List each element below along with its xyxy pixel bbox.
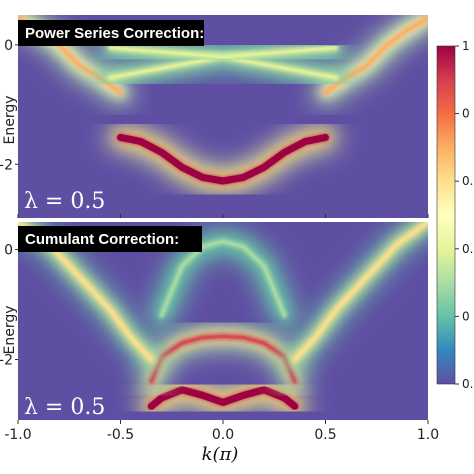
panel-cumulant: 0 -2 Cumulant Correction: λ = 0.5	[0, 222, 428, 420]
y-tick-label: -2	[0, 157, 13, 173]
band-satellite	[149, 334, 297, 383]
colorbar-tick-label: 0	[462, 309, 470, 323]
x-tick-label: 0.0	[212, 427, 234, 443]
y-tick-label: 0	[4, 243, 13, 259]
panel-title: Cumulant Correction:	[25, 231, 179, 248]
band-arc	[160, 239, 286, 317]
lambda-annotation: λ = 0.5	[24, 189, 105, 214]
panel-power-series: 0 -2 Power Series Correction: λ = 0.5	[0, 15, 428, 218]
panel-title-box	[18, 20, 204, 46]
colorbar-ticks: 1 0 0. 0. 0 0.	[455, 39, 473, 391]
y-axis-label: Energy	[2, 305, 18, 354]
x-axis-label: k(π)	[202, 444, 239, 465]
y-tick-label: 0	[4, 38, 13, 54]
x-tick-label: 1.0	[417, 427, 439, 443]
panel-title-box	[18, 226, 202, 252]
panel-title: Power Series Correction:	[25, 25, 204, 42]
x-tick-label: 0.5	[314, 427, 336, 443]
colorbar-tick-label: 0	[462, 107, 470, 121]
y-axis-label: Energy	[2, 95, 18, 144]
x-tick-label: -1.0	[4, 427, 31, 443]
spectral-bands	[18, 15, 428, 194]
y-tick-label: -2	[0, 353, 13, 369]
band-quasiparticle	[117, 133, 329, 185]
band-upper-right	[293, 222, 428, 361]
band-quasiparticle	[147, 386, 299, 410]
y-ticks: 0 -2	[0, 243, 18, 369]
colorbar-tick-label: 0.	[462, 174, 473, 188]
colorbar: 1 0 0. 0. 0 0.	[436, 39, 473, 391]
lambda-annotation: λ = 0.5	[24, 395, 105, 420]
colorbar-tick-label: 0.	[462, 377, 473, 391]
y-ticks: 0 -2	[0, 38, 18, 173]
panel-background	[18, 222, 428, 420]
x-tick-label: -0.5	[107, 427, 134, 443]
colorbar-tick-label: 1	[462, 39, 470, 53]
colorbar-tick-label: 0.	[462, 242, 473, 256]
band-cross-b	[108, 46, 338, 59]
colorbar-gradient	[436, 45, 456, 385]
x-ticks: -1.0 -0.5 0.0 0.5 1.0	[4, 214, 439, 443]
